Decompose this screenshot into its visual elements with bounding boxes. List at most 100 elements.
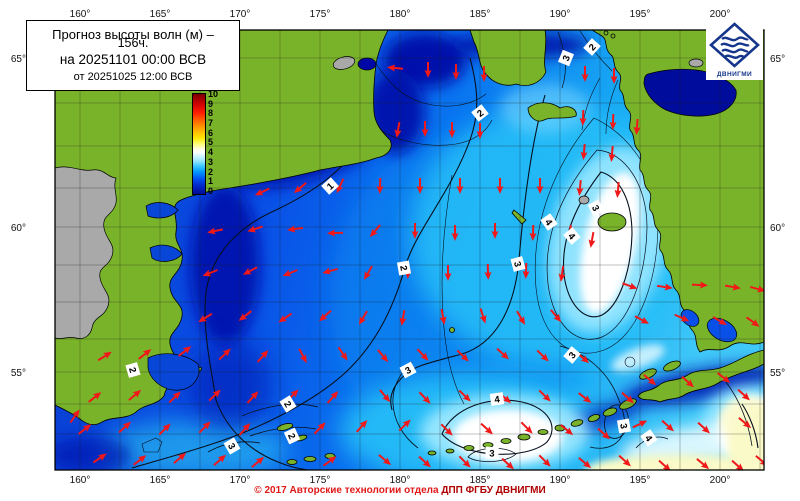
island-st-matthew [511, 209, 527, 225]
island-st-lawrence [527, 102, 577, 122]
wave-direction-arrow [399, 309, 407, 326]
wave-direction-arrow [536, 349, 549, 362]
wave-direction-arrow [424, 62, 432, 78]
wave-direction-arrow [298, 348, 307, 364]
lake-gray-2 [688, 58, 704, 68]
wave-direction-arrow [576, 179, 584, 196]
svg-text:2: 2 [587, 42, 599, 53]
wave-direction-arrow [496, 178, 504, 194]
lon-tick-label: 195° [630, 475, 651, 486]
diomede-islands [603, 30, 616, 39]
dvnigmi-logo: ДВНИГМИ [706, 22, 763, 80]
wave-direction-arrow [588, 231, 596, 248]
wave-direction-arrow [256, 350, 269, 363]
wave-direction-arrow [634, 315, 650, 324]
wave-direction-arrow [416, 348, 429, 361]
color-scale-ticks: 10 9 8 7 6 5 4 3 2 1 0 [208, 90, 218, 196]
wave-direction-arrow [458, 455, 471, 468]
lon-tick-label: 165° [150, 9, 171, 20]
lon-tick-label: 165° [150, 475, 171, 486]
contour-label: 3 [399, 361, 417, 379]
wave-direction-arrow [138, 349, 152, 360]
lat-tick-label: 55° [770, 368, 785, 379]
wave-direction-arrow [609, 113, 617, 130]
wave-direction-arrow [536, 178, 544, 194]
bay-kamchatka-2 [149, 244, 183, 262]
lon-tick-label: 190° [550, 475, 571, 486]
wave-direction-arrow [516, 310, 525, 325]
wave-direction-arrow [254, 187, 270, 196]
wave-direction-arrow [458, 389, 471, 402]
contour-label: 3 [558, 49, 574, 67]
wave-direction-arrow [745, 316, 760, 327]
wave-direction-arrow [337, 346, 348, 361]
no-data-okhotsk [55, 166, 117, 339]
lon-tick-label: 180° [390, 9, 411, 20]
wave-direction-arrow [597, 427, 610, 440]
wave-direction-arrow [622, 282, 638, 290]
lon-tick-label: 200° [710, 9, 731, 20]
lon-tick-label: 175° [310, 475, 331, 486]
wave-direction-arrow [247, 225, 263, 233]
lon-tick-label: 185° [470, 9, 491, 20]
wave-direction-arrow [287, 225, 304, 233]
wave-direction-arrow [336, 178, 345, 194]
wave-direction-arrow [378, 454, 392, 466]
wave-direction-arrow [484, 263, 492, 280]
land-alaska-peninsula [637, 349, 764, 403]
bay-small-1 [357, 57, 377, 71]
wave-direction-arrow [327, 229, 344, 237]
wave-direction-arrow [737, 388, 750, 401]
svg-text:1: 1 [325, 180, 337, 192]
wave-direction-arrow [319, 309, 332, 322]
wave-direction-arrow [581, 66, 589, 82]
contour-label: 4 [563, 227, 581, 245]
island-pribilof [449, 327, 455, 333]
color-scale-tick: 3 [208, 156, 214, 167]
wave-direction-arrow [444, 265, 452, 281]
wave-direction-arrow [207, 227, 224, 235]
contour-label: 3 [510, 256, 526, 272]
contour-label: 4 [489, 392, 505, 406]
wave-direction-arrow [632, 420, 648, 429]
contour-label: 2 [125, 362, 141, 378]
svg-text:3: 3 [617, 423, 629, 430]
color-scale-tick: 0 [208, 185, 214, 196]
wave-direction-arrow [118, 421, 131, 434]
contour-label: 3 [223, 437, 241, 455]
wave-direction-arrow [326, 391, 339, 404]
wave-direction-arrow [451, 225, 459, 241]
contour-label: 3 [616, 418, 632, 434]
wave-direction-arrow [491, 223, 499, 239]
color-scale-tick: 8 [208, 108, 214, 119]
svg-text:2: 2 [126, 366, 138, 374]
wave-direction-arrows [69, 62, 764, 470]
bay-bristol-1 [706, 317, 738, 343]
color-scale-tick: 2 [208, 166, 214, 177]
forecast-issue-time: от 20251025 12:00 ВСВ [73, 71, 193, 83]
lon-tick-label: 185° [470, 475, 491, 486]
color-scale-tick: 10 [208, 89, 219, 99]
contour-label: 3 [563, 346, 581, 364]
svg-text:2: 2 [475, 108, 486, 120]
wave-direction-arrow [633, 118, 641, 135]
svg-text:3: 3 [489, 448, 495, 459]
contour-label: 3 [485, 446, 499, 460]
island-nunivak [597, 212, 627, 232]
wave-direction-arrow [92, 453, 107, 464]
axis-labels: 160°160°165°165°170°170°175°175°180°180°… [11, 9, 785, 486]
svg-text:4: 4 [542, 217, 554, 228]
lat-tick-label: 65° [11, 54, 26, 65]
svg-text:2: 2 [285, 432, 297, 441]
wave-direction-arrow [218, 348, 231, 361]
wave-height-color-scale: 10 9 8 7 6 5 4 3 2 1 0 [192, 90, 218, 196]
lon-tick-label: 190° [550, 9, 571, 20]
wave-direction-arrow [202, 269, 218, 277]
contour-label: 2 [396, 260, 412, 276]
svg-text:3: 3 [567, 350, 579, 361]
wave-direction-arrow [643, 374, 657, 386]
wave-field-swell [585, 396, 764, 470]
wave-direction-arrow [293, 182, 307, 194]
